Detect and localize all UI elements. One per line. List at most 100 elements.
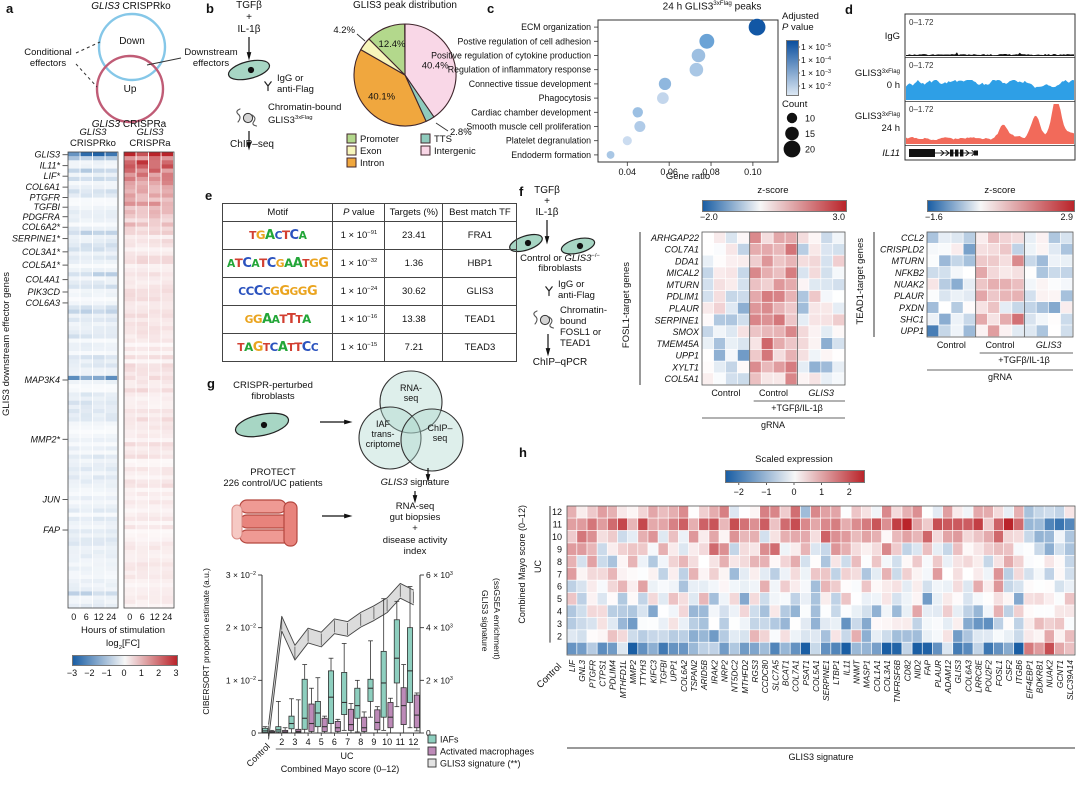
g-x-label: 5	[319, 737, 324, 747]
hm-a-cell	[149, 558, 161, 563]
h-hm-cell	[953, 580, 963, 593]
h-hm-cell	[1003, 530, 1014, 543]
hm-a-cell	[161, 587, 174, 592]
f-hm-cell	[975, 255, 988, 267]
antibody-icon	[545, 286, 553, 297]
hm-a-x-tick: 24	[106, 612, 116, 622]
hm-a-cell	[80, 239, 93, 244]
hm-a-gene-label: COL3A1*	[22, 247, 61, 257]
h-gene-label: ADAM12	[943, 660, 953, 695]
motif-logo: GGAATTTA	[221, 305, 334, 334]
h-cb-tick-label: 1	[819, 487, 824, 497]
c-category-label: ECM organization	[521, 22, 591, 32]
h-hm-cell	[851, 518, 861, 531]
f-hm-cell	[927, 325, 939, 337]
h-hm-cell	[607, 530, 618, 543]
hm-a-cell	[105, 355, 118, 360]
h-hm-cell	[800, 592, 811, 605]
hm-a-cell	[149, 326, 161, 331]
venn-up-label: Up	[123, 84, 137, 95]
h-hm-cell	[871, 642, 882, 655]
pie-legend-label: Exon	[360, 146, 382, 157]
hm-a-cell	[161, 392, 174, 397]
h-hm-cell	[831, 518, 841, 531]
c-count-dot	[785, 126, 799, 141]
hm-a-cell	[161, 230, 174, 236]
hm-a-cell	[105, 446, 118, 451]
h-hm-cell	[668, 630, 679, 642]
downstream-effectors-line2: effectors	[192, 58, 230, 69]
hm-a-cell	[105, 429, 118, 435]
h-hm-cell	[617, 592, 628, 605]
hm-a-cell	[105, 595, 118, 601]
hm-a-cell	[149, 438, 161, 443]
g-signature-band-top	[268, 582, 414, 725]
h-hm-cell	[668, 543, 679, 555]
hm-a-cell	[105, 197, 118, 203]
g-box	[361, 716, 368, 732]
h-hm-cell	[973, 605, 983, 618]
h-row-label: 12	[552, 507, 562, 517]
h-hm-cell	[699, 642, 709, 655]
h-hm-cell	[932, 605, 943, 618]
h-hm-cell	[932, 530, 943, 543]
hm-a-cell	[80, 558, 93, 563]
hm-a-cell	[149, 516, 161, 522]
h-gene-label: GLIS3	[953, 660, 963, 684]
hm-a-cell	[80, 276, 93, 281]
hm-a-cell	[80, 520, 93, 526]
hm-a-cell	[136, 284, 149, 290]
f-hm-cell	[1012, 290, 1024, 302]
h-hm-cell	[810, 580, 821, 593]
pie-legend-label: Intergenic	[434, 146, 476, 157]
hm-a-cell	[136, 442, 149, 447]
h-hm-cell	[871, 506, 882, 518]
hm-a-cell	[149, 446, 161, 451]
h-hm-cell	[1044, 592, 1054, 605]
h-hm-cell	[932, 568, 943, 580]
g-protect-line1: PROTECT	[250, 467, 296, 478]
f-hm-cell	[927, 302, 939, 313]
hm-a-cell	[80, 603, 93, 609]
h-hm-cell	[912, 605, 922, 618]
hm-a-cell	[149, 189, 161, 194]
f-hm-gene-label: MTURN	[892, 256, 925, 266]
h-hm-cell	[861, 630, 872, 642]
hm-a-cell	[149, 321, 161, 327]
f-hm-cell	[951, 243, 963, 255]
f-hm-cell	[761, 302, 773, 314]
hm-a-cell	[149, 193, 161, 198]
h-hm-cell	[719, 617, 729, 630]
hm-a-cell	[93, 205, 105, 211]
c-dot	[622, 136, 632, 146]
c-dot	[632, 107, 643, 118]
hm-a-cell	[149, 388, 161, 393]
hm-a-cell	[80, 342, 93, 348]
hm-a-cell	[161, 595, 174, 601]
f-hm-gene-label: COL5A1	[664, 374, 699, 384]
g-right-tick-label: 4 × 103	[426, 623, 453, 633]
hm-a-cell	[105, 363, 118, 368]
f-plus: +	[544, 196, 550, 207]
h-gene-label: NUAK2	[1045, 660, 1055, 688]
f-hm-cell	[749, 314, 761, 326]
h-hm-cell	[658, 605, 668, 618]
hm-a-cell	[149, 243, 161, 248]
h-hm-cell	[1014, 592, 1024, 605]
hm-a-cell	[93, 454, 105, 460]
hm-a-cell	[136, 450, 149, 455]
hm-a-cell	[105, 442, 118, 447]
motif-letter: G	[252, 339, 264, 355]
h-hm-cell	[617, 605, 628, 618]
g-legend-swatch	[427, 734, 437, 744]
c-category-label: Phagocytosis	[539, 93, 592, 103]
hm-a-cell	[136, 197, 149, 203]
f-hm-cell	[1048, 278, 1061, 290]
panel-c-label: c	[487, 1, 495, 16]
f-hm-gene-label: PLAUR	[669, 304, 700, 314]
hm-a-cell	[161, 384, 174, 389]
f-hm-cell	[773, 290, 785, 302]
c-dot	[657, 92, 669, 104]
h-hm-cell	[881, 617, 892, 630]
h-hm-cell	[607, 543, 618, 555]
